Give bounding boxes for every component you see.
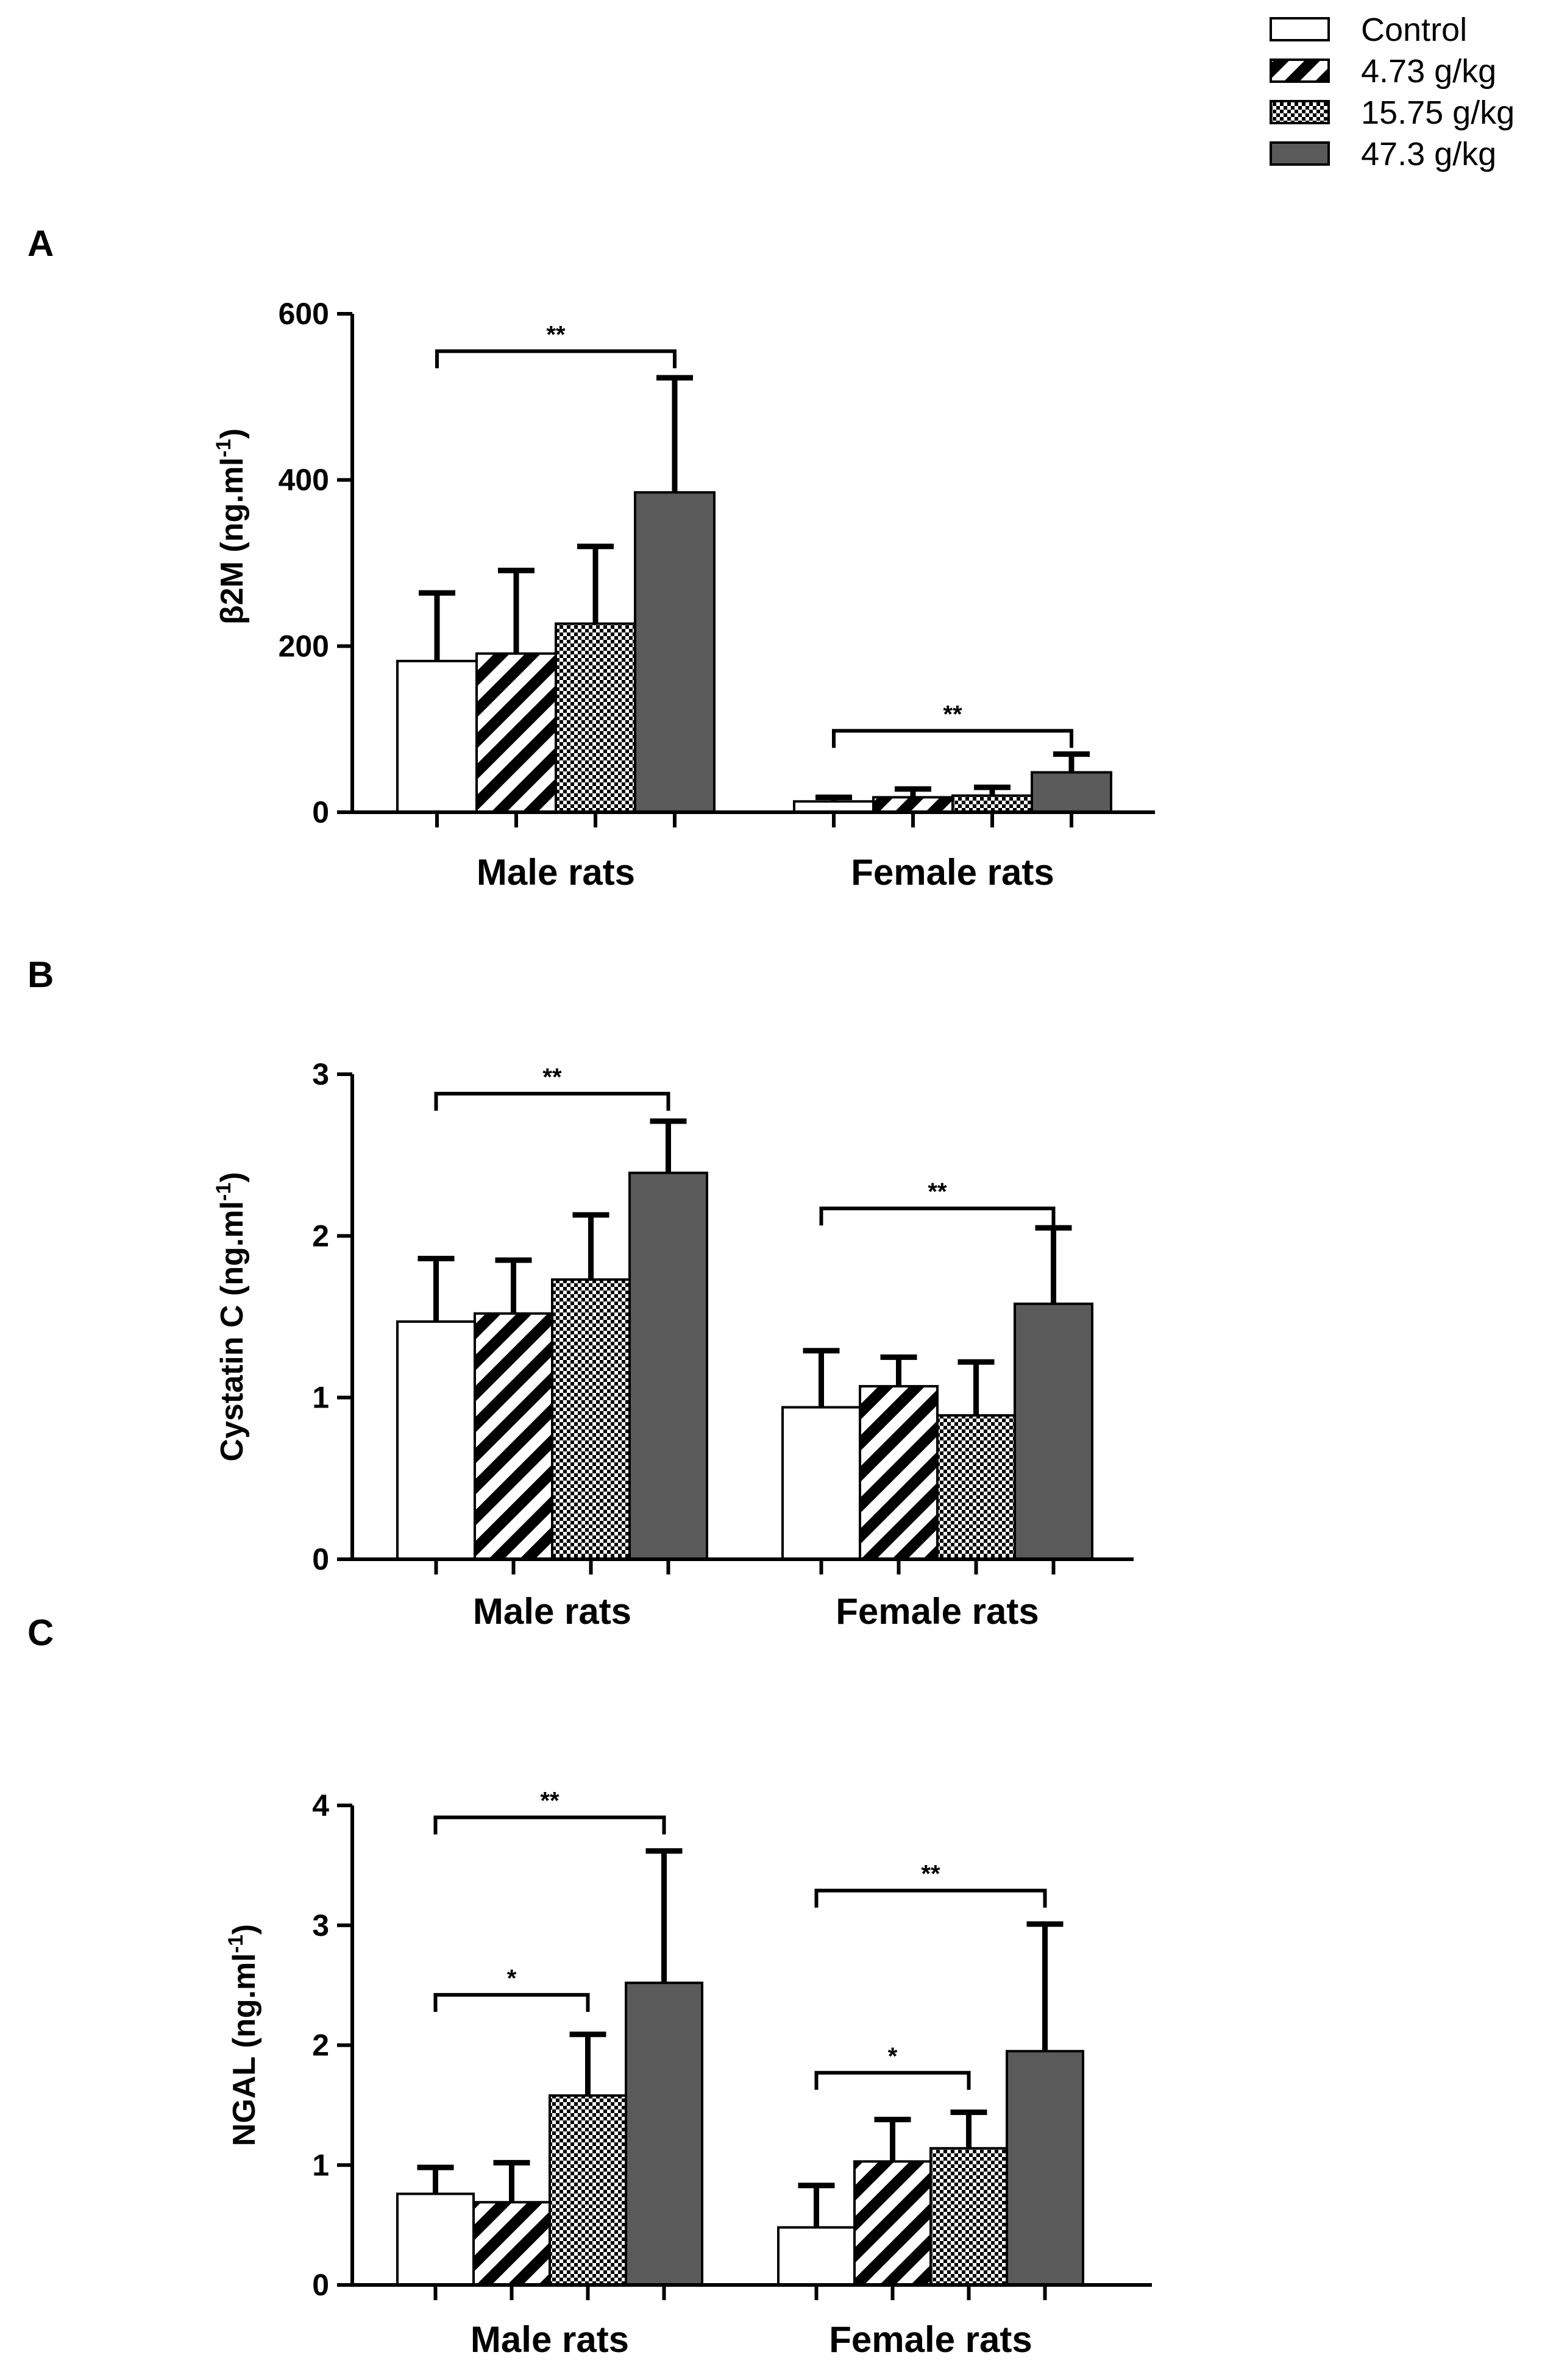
panel-c-y-tick-label: 4 [312, 1788, 329, 1822]
panel-a-category-label-female: Female rats [851, 852, 1054, 893]
panel-a-significance-label: ** [546, 321, 566, 348]
panel-a-y-tick-label: 0 [312, 795, 329, 829]
panel-c-significance-label: * [507, 1965, 517, 1992]
panel-b-y-tick-label: 0 [312, 1542, 329, 1576]
panel-b-significance-bracket [434, 1091, 670, 1111]
panel-c-significance-bracket [814, 1888, 1047, 1908]
panel-b-bar-female-47-3-g-kg [1014, 1302, 1093, 1561]
panel-b-y-tick-label: 3 [312, 1057, 329, 1091]
panel-c-bar-male-4-73-g-kg [472, 2201, 551, 2286]
panel-a-letter: A [27, 223, 54, 264]
panel-a-bar-male-control [396, 659, 478, 813]
panel-a-bar-female-4-73-g-kg [872, 796, 954, 813]
legend-swatch-control [1270, 17, 1330, 41]
panel-c-y-tick-label: 3 [312, 1908, 329, 1943]
panel-b-bar-female-control [781, 1406, 861, 1560]
panel-b-category-label-male: Male rats [473, 1591, 631, 1632]
panel-a-bar-male-47-3-g-kg [634, 491, 716, 813]
panel-b-bar-male-15-75-g-kg [551, 1278, 631, 1561]
panel-a-bar-male-4-73-g-kg [475, 652, 557, 814]
panel-c: C NGAL (ng.ml-1) 0 1 2 3 4 Male rats Female ra… [27, 1612, 1152, 2360]
panel-c-significance-bracket [814, 2070, 971, 2090]
legend-swatch-4-73 [1270, 58, 1330, 83]
panel-a-bar-male-15-75-g-kg [555, 622, 636, 813]
panel-b-y-tick-label: 2 [312, 1219, 329, 1253]
panel-a-y-axis-label: β2M (ng.ml-1) [212, 428, 250, 625]
panel-a-y-tick-label: 600 [279, 297, 329, 331]
panel-a-bar-female-15-75-g-kg [951, 794, 1033, 813]
panel-c-significance-label: ** [540, 1788, 560, 1815]
legend-item-control: Control [1270, 12, 1467, 48]
panel-a-y-tick-label: 400 [279, 463, 329, 497]
panel-a-bar-female-47-3-g-kg [1031, 771, 1112, 814]
panel-b-significance-label: ** [542, 1064, 562, 1091]
panel-a-significance-label: ** [943, 701, 962, 728]
panel-c-bar-male-control [396, 2192, 475, 2286]
legend-item-47-3: 47.3 g/kg [1270, 136, 1496, 172]
panel-a-significance-bracket [832, 729, 1073, 748]
panel-c-bar-male-15-75-g-kg [549, 2094, 627, 2286]
panel-b-significance-bracket [819, 1206, 1056, 1226]
panel-b-y-axis-label: Cystatin C (ng.ml-1) [212, 1172, 250, 1461]
panel-b-y-tick-label: 1 [312, 1381, 329, 1415]
panel-b-letter: B [27, 954, 54, 995]
panel-c-category-label-female: Female rats [829, 2319, 1032, 2360]
panel-a-significance-bracket [435, 349, 677, 369]
panel-b: B Cystatin C (ng.ml-1) 0 1 2 3 Male rats Fema… [27, 954, 1134, 1632]
panel-b-bar-male-47-3-g-kg [628, 1171, 708, 1561]
legend: Control 4.73 g/kg 15.75 g/kg 47.3 g/kg [1270, 12, 1515, 172]
legend-label-15-75: 15.75 g/kg [1361, 94, 1515, 131]
legend-label-47-3: 47.3 g/kg [1361, 136, 1496, 172]
panel-c-bar-female-47-3-g-kg [1006, 2050, 1084, 2286]
panel-a-y-tick-label: 200 [279, 629, 329, 663]
panel-a-category-label-male: Male rats [477, 852, 635, 893]
panel-b-bar-male-4-73-g-kg [474, 1312, 553, 1561]
legend-item-4-73: 4.73 g/kg [1270, 53, 1496, 90]
legend-item-15-75: 15.75 g/kg [1270, 94, 1515, 131]
panel-a: A β2M (ng.ml-1) 0 200 400 600 Male rats Femal… [27, 223, 1155, 893]
panel-b-category-label-female: Female rats [836, 1591, 1039, 1632]
legend-swatch-15-75 [1270, 100, 1330, 124]
panel-c-bar-female-4-73-g-kg [853, 2160, 932, 2286]
legend-label-control: Control [1361, 12, 1467, 48]
panel-c-y-axis-label: NGAL (ng.ml-1) [224, 1924, 262, 2146]
panel-b-significance-label: ** [928, 1178, 947, 1205]
panel-c-significance-bracket [433, 1992, 590, 2012]
panel-c-y-tick-label: 2 [312, 2028, 329, 2063]
panel-c-category-label-male: Male rats [471, 2319, 629, 2360]
panel-c-significance-label: * [888, 2043, 898, 2070]
panel-c-y-tick-label: 1 [312, 2148, 329, 2182]
panel-b-bar-female-15-75-g-kg [936, 1414, 1016, 1560]
panel-c-letter: C [27, 1612, 54, 1653]
legend-swatch-47-3 [1270, 141, 1330, 166]
panel-c-significance-label: ** [921, 1861, 940, 1888]
panel-b-bar-female-4-73-g-kg [859, 1385, 939, 1560]
panel-c-bar-female-control [777, 2226, 856, 2287]
panel-c-y-tick-label: 0 [312, 2268, 329, 2302]
panel-c-bar-female-15-75-g-kg [929, 2147, 1008, 2287]
panel-c-significance-bracket [433, 1815, 666, 1835]
panel-b-bar-male-control [396, 1320, 476, 1560]
panel-c-bar-male-47-3-g-kg [625, 1982, 703, 2286]
legend-label-4-73: 4.73 g/kg [1361, 53, 1496, 90]
